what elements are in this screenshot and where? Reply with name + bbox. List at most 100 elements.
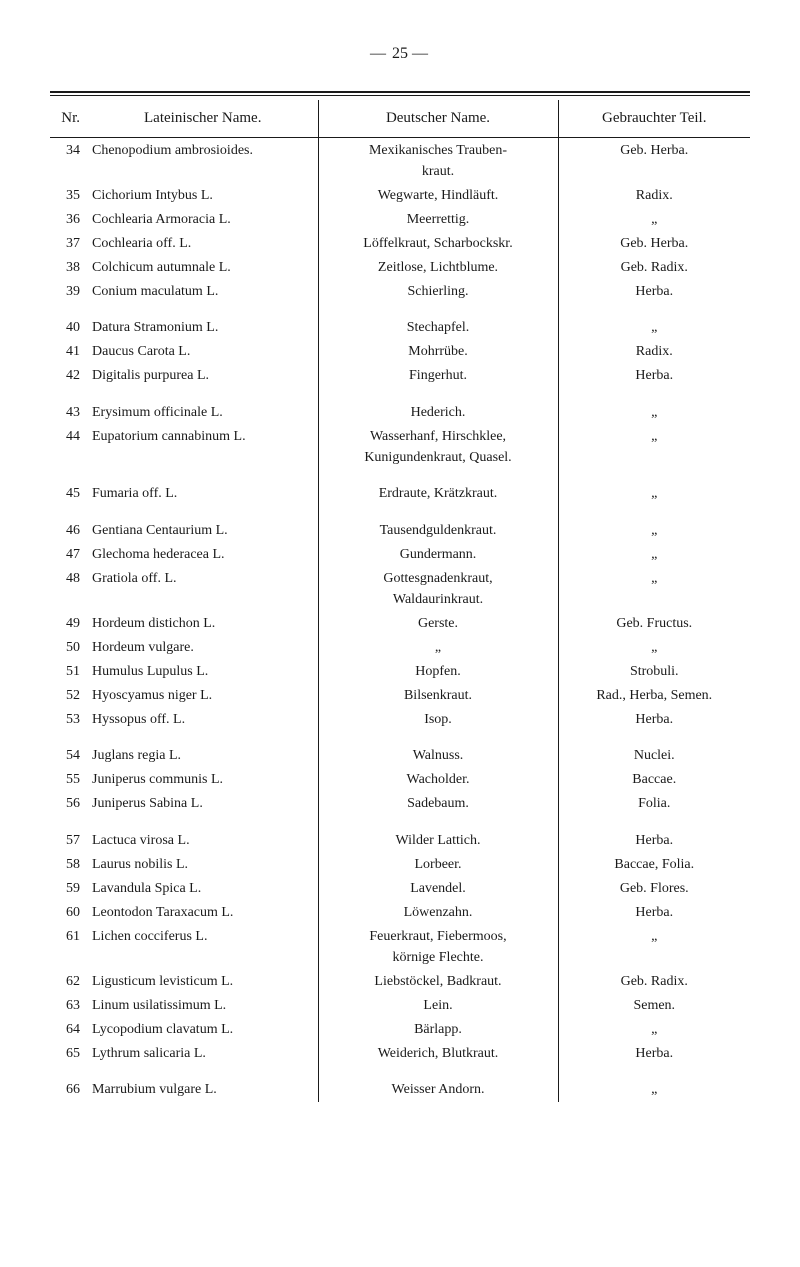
table-row: 45Fumaria off. L.Erdraute, Krätzkraut.„ <box>50 469 750 506</box>
table-row: 43Erysimum officinale L.Hederich.„ <box>50 388 750 425</box>
cell-nr: 51 <box>50 659 88 683</box>
cell-latin: Juniperus Sabina L. <box>88 792 318 816</box>
cell-usage: „ <box>558 424 750 469</box>
cell-usage: Herba. <box>558 364 750 388</box>
table-body: 34Chenopodium ambrosioides.Mexikanisches… <box>50 138 750 1102</box>
cell-nr: 39 <box>50 279 88 303</box>
cell-german: Stechapfel. <box>318 303 558 340</box>
header-nr: Nr. <box>50 100 88 138</box>
cell-german: Weisser Andorn. <box>318 1065 558 1102</box>
cell-usage: „ <box>558 635 750 659</box>
cell-nr: 50 <box>50 635 88 659</box>
cell-german: Weiderich, Blutkraut. <box>318 1041 558 1065</box>
cell-usage: Herba. <box>558 1041 750 1065</box>
cell-german: Gottesgnadenkraut,Waldaurinkraut. <box>318 566 558 611</box>
cell-latin: Hordeum distichon L. <box>88 611 318 635</box>
cell-latin: Colchicum autumnale L. <box>88 255 318 279</box>
cell-latin: Lichen cocciferus L. <box>88 924 318 969</box>
cell-nr: 56 <box>50 792 88 816</box>
table-row: 58Laurus nobilis L.Lorbeer.Baccae, Folia… <box>50 852 750 876</box>
cell-nr: 46 <box>50 506 88 543</box>
cell-usage: Geb. Herba. <box>558 138 750 184</box>
cell-german: Bilsenkraut. <box>318 683 558 707</box>
cell-usage: Baccae, Folia. <box>558 852 750 876</box>
cell-nr: 57 <box>50 816 88 853</box>
cell-usage: Geb. Flores. <box>558 876 750 900</box>
table-row: 40Datura Stramonium L.Stechapfel.„ <box>50 303 750 340</box>
cell-latin: Datura Stramonium L. <box>88 303 318 340</box>
cell-nr: 49 <box>50 611 88 635</box>
cell-german: Wegwarte, Hindläuft. <box>318 183 558 207</box>
table-row: 59Lavandula Spica L.Lavendel.Geb. Flores… <box>50 876 750 900</box>
cell-german: Zeitlose, Lichtblume. <box>318 255 558 279</box>
cell-latin: Erysimum officinale L. <box>88 388 318 425</box>
cell-german: Mohrrübe. <box>318 340 558 364</box>
cell-usage: „ <box>558 924 750 969</box>
cell-latin: Lythrum salicaria L. <box>88 1041 318 1065</box>
cell-german: Lavendel. <box>318 876 558 900</box>
table-row: 54Juglans regia L.Walnuss.Nuclei. <box>50 731 750 768</box>
cell-usage: Geb. Radix. <box>558 255 750 279</box>
table-row: 44Eupatorium cannabinum L.Wasserhanf, Hi… <box>50 424 750 469</box>
table-row: 65Lythrum salicaria L.Weiderich, Blutkra… <box>50 1041 750 1065</box>
table-row: 49Hordeum distichon L.Gerste.Geb. Fructu… <box>50 611 750 635</box>
cell-nr: 45 <box>50 469 88 506</box>
table-row: 51Humulus Lupulus L.Hopfen.Strobuli. <box>50 659 750 683</box>
cell-usage: Strobuli. <box>558 659 750 683</box>
cell-german: Wasserhanf, Hirschklee,Kunigundenkraut, … <box>318 424 558 469</box>
cell-usage: Radix. <box>558 183 750 207</box>
cell-german: Fingerhut. <box>318 364 558 388</box>
cell-latin: Cochlearia off. L. <box>88 231 318 255</box>
cell-latin: Eupatorium cannabinum L. <box>88 424 318 469</box>
cell-usage: „ <box>558 303 750 340</box>
cell-nr: 34 <box>50 138 88 184</box>
cell-german: Gerste. <box>318 611 558 635</box>
cell-nr: 59 <box>50 876 88 900</box>
table-row: 34Chenopodium ambrosioides.Mexikanisches… <box>50 138 750 184</box>
header-latin: Lateinischer Name. <box>88 100 318 138</box>
table-row: 38Colchicum autumnale L.Zeitlose, Lichtb… <box>50 255 750 279</box>
cell-usage: „ <box>558 566 750 611</box>
cell-nr: 40 <box>50 303 88 340</box>
cell-german: Lein. <box>318 993 558 1017</box>
cell-latin: Cichorium Intybus L. <box>88 183 318 207</box>
table-row: 66Marrubium vulgare L.Weisser Andorn.„ <box>50 1065 750 1102</box>
cell-latin: Chenopodium ambrosioides. <box>88 138 318 184</box>
cell-german: Lorbeer. <box>318 852 558 876</box>
cell-german: Bärlapp. <box>318 1017 558 1041</box>
cell-usage: Nuclei. <box>558 731 750 768</box>
cell-latin: Hordeum vulgare. <box>88 635 318 659</box>
cell-latin: Digitalis purpurea L. <box>88 364 318 388</box>
cell-german: Wilder Lattich. <box>318 816 558 853</box>
cell-nr: 64 <box>50 1017 88 1041</box>
table-header-row: Nr. Lateinischer Name. Deutscher Name. G… <box>50 100 750 138</box>
cell-latin: Linum usilatissimum L. <box>88 993 318 1017</box>
table-row: 63Linum usilatissimum L.Lein.Semen. <box>50 993 750 1017</box>
cell-nr: 52 <box>50 683 88 707</box>
cell-nr: 43 <box>50 388 88 425</box>
header-usage: Gebrauchter Teil. <box>558 100 750 138</box>
table-row: 53Hyssopus off. L.Isop.Herba. <box>50 707 750 731</box>
cell-nr: 35 <box>50 183 88 207</box>
cell-nr: 38 <box>50 255 88 279</box>
cell-usage: Geb. Herba. <box>558 231 750 255</box>
cell-latin: Lactuca virosa L. <box>88 816 318 853</box>
table-row: 57Lactuca virosa L.Wilder Lattich.Herba. <box>50 816 750 853</box>
table-row: 56Juniperus Sabina L.Sadebaum.Folia. <box>50 792 750 816</box>
pharmacopoeia-table: Nr. Lateinischer Name. Deutscher Name. G… <box>50 100 750 1102</box>
cell-usage: Herba. <box>558 707 750 731</box>
cell-nr: 66 <box>50 1065 88 1102</box>
cell-usage: Geb. Radix. <box>558 969 750 993</box>
cell-latin: Juglans regia L. <box>88 731 318 768</box>
cell-nr: 65 <box>50 1041 88 1065</box>
cell-nr: 42 <box>50 364 88 388</box>
cell-nr: 60 <box>50 900 88 924</box>
cell-nr: 36 <box>50 207 88 231</box>
dash-right: — <box>412 45 430 62</box>
table-row: 60Leontodon Taraxacum L.Löwenzahn.Herba. <box>50 900 750 924</box>
cell-latin: Glechoma hederacea L. <box>88 542 318 566</box>
cell-latin: Juniperus communis L. <box>88 768 318 792</box>
cell-usage: Rad., Herba, Semen. <box>558 683 750 707</box>
cell-usage: Herba. <box>558 900 750 924</box>
cell-nr: 44 <box>50 424 88 469</box>
